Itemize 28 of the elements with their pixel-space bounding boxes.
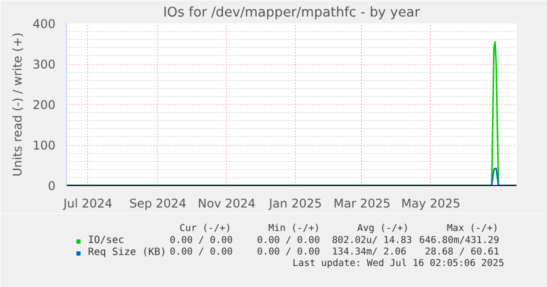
y-tick-label: 0 — [48, 179, 56, 193]
text: 802.02u/ 14.83 — [332, 235, 412, 246]
legend-label: IO/sec — [88, 235, 124, 246]
x-tick-label: Sep 2024 — [129, 196, 186, 210]
x-tick-label: Mar 2025 — [333, 196, 390, 210]
x-tick-label: May 2025 — [401, 196, 460, 210]
y-tick-label: 200 — [32, 98, 56, 112]
x-tick-label: Jan 2025 — [268, 196, 322, 210]
text: 134.34m/ 2.06 — [332, 246, 407, 258]
text: Cur (-/+) — [180, 223, 232, 234]
text: 0.00 / 0.00 — [170, 246, 233, 258]
text: 28.68 / 60.61 — [424, 246, 500, 258]
chart-title: IOs for /dev/mapper/mpathfc - by year — [163, 6, 420, 20]
x-tick-label: Jul 2024 — [62, 196, 112, 210]
text: Last update: Wed Jul 16 02:05:06 2025 — [292, 258, 504, 269]
y-tick-label: 300 — [32, 58, 56, 72]
y-axis-title: Units read (-) / write (+) — [10, 32, 25, 177]
legend-label: Req Size (KB) — [88, 247, 166, 258]
text: Min (-/+) — [268, 223, 320, 234]
y-tick-label: 400 — [32, 17, 56, 31]
y-tick-label: 100 — [32, 138, 56, 152]
text: 646.80m/431.29 — [419, 235, 500, 246]
text: 0.00 / 0.00 — [170, 235, 233, 246]
x-tick-label: Nov 2024 — [198, 196, 256, 210]
text: Max (-/+) — [446, 223, 498, 234]
text: 0.00 / 0.00 — [257, 246, 320, 258]
text: Avg (-/+) — [357, 223, 409, 234]
text: 0.00 / 0.00 — [257, 235, 320, 246]
